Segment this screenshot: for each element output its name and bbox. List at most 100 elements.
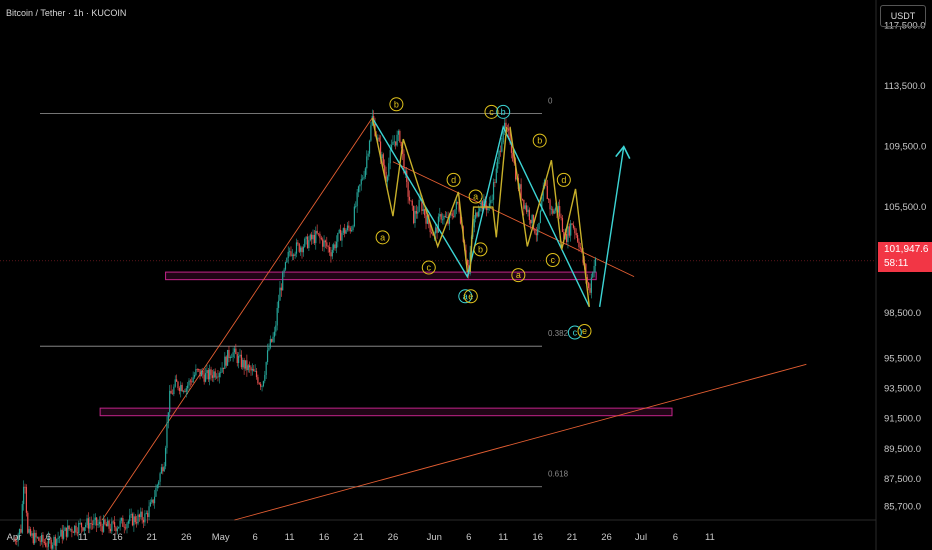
candle bbox=[335, 235, 338, 254]
candle-body bbox=[439, 214, 441, 217]
candle-body bbox=[166, 422, 168, 448]
candle bbox=[337, 232, 339, 248]
candle-body bbox=[487, 206, 489, 211]
candle bbox=[78, 520, 80, 540]
candle-body bbox=[254, 370, 256, 372]
candle-body bbox=[337, 232, 339, 242]
candle bbox=[342, 227, 344, 235]
candle bbox=[539, 209, 541, 224]
candle-body bbox=[148, 506, 150, 518]
time-tick-label: 16 bbox=[319, 532, 330, 543]
candle bbox=[324, 239, 327, 249]
candle-body bbox=[211, 375, 214, 378]
candle-body bbox=[568, 226, 570, 236]
wave-label-circle bbox=[389, 97, 404, 112]
candle-body bbox=[162, 467, 164, 472]
time-tick-label: Jun bbox=[427, 532, 442, 543]
candle-body bbox=[408, 196, 411, 201]
candle-body bbox=[534, 229, 536, 234]
candle-body bbox=[304, 238, 306, 247]
wave-label-circle bbox=[545, 253, 560, 267]
candle-body bbox=[75, 525, 77, 533]
candle-body bbox=[17, 534, 19, 542]
candle-body bbox=[554, 207, 557, 211]
candle-body bbox=[51, 545, 54, 549]
time-tick-label: 11 bbox=[285, 532, 295, 543]
candle bbox=[29, 526, 32, 537]
price-tick-label: 113,500.0 bbox=[884, 81, 926, 92]
candle-body bbox=[182, 391, 185, 392]
candle bbox=[49, 533, 51, 544]
time-tick-label: 6 bbox=[253, 532, 258, 543]
candle-body bbox=[389, 150, 391, 164]
candle-body bbox=[359, 184, 361, 187]
candle bbox=[71, 526, 73, 538]
candle bbox=[127, 519, 129, 528]
candle bbox=[72, 530, 74, 533]
candle-body bbox=[499, 150, 502, 152]
candle bbox=[425, 211, 427, 230]
candle-body bbox=[42, 534, 44, 542]
candle bbox=[548, 198, 550, 204]
time-axis: Apr 6 11 16 21 26 May 6 11 16 21 26 Jun 6 11 16 21 26 Jul 6… bbox=[7, 532, 715, 543]
candle-body bbox=[422, 209, 424, 211]
candle-body bbox=[397, 130, 400, 135]
wave-label-circle bbox=[577, 324, 592, 339]
candle bbox=[473, 215, 475, 233]
candle bbox=[289, 247, 291, 257]
candle bbox=[27, 510, 29, 534]
candle-body bbox=[309, 234, 311, 241]
candle-body bbox=[578, 241, 580, 248]
candle-body bbox=[20, 529, 22, 533]
candle-body bbox=[276, 307, 278, 326]
candle-body bbox=[265, 362, 267, 375]
candle bbox=[439, 207, 441, 222]
candle bbox=[58, 535, 61, 544]
wave-label-text: b bbox=[501, 107, 506, 117]
candle bbox=[42, 531, 44, 548]
candle-body bbox=[203, 374, 205, 382]
candle-body bbox=[441, 219, 444, 221]
candle bbox=[341, 230, 343, 248]
candle-body bbox=[113, 522, 116, 528]
candle bbox=[214, 368, 216, 381]
candle bbox=[422, 203, 424, 215]
candle bbox=[122, 515, 124, 528]
candle bbox=[159, 471, 161, 486]
candle-body bbox=[538, 222, 540, 230]
candle bbox=[176, 374, 178, 382]
candle bbox=[134, 513, 136, 525]
candle bbox=[370, 121, 372, 142]
candle bbox=[104, 518, 106, 526]
candle bbox=[531, 213, 533, 228]
candle-body bbox=[170, 390, 172, 394]
candle-body bbox=[169, 390, 171, 413]
candle bbox=[315, 226, 317, 250]
currency-selector[interactable]: USDT bbox=[880, 5, 926, 27]
candle-body bbox=[328, 247, 331, 253]
candle bbox=[129, 508, 131, 524]
candle-body bbox=[60, 529, 62, 537]
candle-body bbox=[71, 528, 73, 532]
candle bbox=[524, 202, 526, 211]
candle-body bbox=[377, 137, 379, 139]
candle bbox=[68, 525, 70, 532]
candle-body bbox=[475, 212, 477, 219]
candle-body bbox=[563, 231, 565, 240]
candle-body bbox=[386, 176, 389, 182]
candle bbox=[395, 141, 397, 150]
candle bbox=[368, 139, 371, 157]
candle-body bbox=[159, 473, 161, 482]
candle-body bbox=[466, 260, 468, 266]
candle bbox=[94, 513, 96, 526]
candle bbox=[185, 386, 187, 398]
candle bbox=[291, 249, 293, 261]
candle-body bbox=[381, 154, 383, 159]
candle bbox=[156, 483, 158, 492]
candle-body bbox=[138, 514, 140, 518]
candle-body bbox=[178, 388, 180, 391]
wave-label-c: c bbox=[545, 253, 560, 267]
candle bbox=[204, 367, 207, 383]
candle bbox=[338, 228, 340, 234]
